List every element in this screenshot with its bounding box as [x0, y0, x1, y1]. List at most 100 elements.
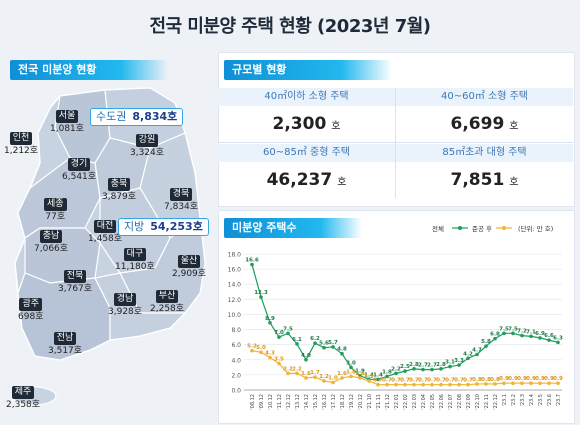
data-label-total: 2.2	[391, 366, 401, 372]
legend-dot-total	[458, 226, 462, 230]
data-label-total: 7.2	[517, 329, 527, 335]
data-label-total: 7.0	[274, 330, 284, 336]
data-label-total: 5.7	[328, 340, 338, 346]
data-label-total: 1.4	[373, 372, 383, 378]
data-label-total: 6.2	[310, 336, 320, 342]
region-gwangju: 광주 698호	[18, 298, 44, 322]
data-point-completed	[394, 382, 398, 387]
data-label-total: 7.1	[526, 329, 536, 335]
data-point-total	[340, 351, 344, 356]
legend-label-total: 전체	[432, 224, 444, 233]
data-label-total: 3.0	[346, 360, 356, 366]
data-point-completed	[484, 382, 488, 386]
data-point-completed	[331, 380, 335, 385]
data-label-completed: 1.2	[364, 374, 374, 380]
data-point-completed	[439, 382, 443, 387]
data-label-completed: 0.9	[544, 376, 554, 382]
x-tick-label: '15.12	[313, 394, 319, 410]
data-point-total	[493, 336, 497, 341]
data-label-total: 2.7	[427, 363, 437, 369]
data-point-total	[529, 334, 533, 339]
data-label-completed: 0.9	[535, 376, 545, 382]
data-label-completed: 0.9	[517, 376, 527, 382]
region-daegu: 대구 11,180호	[115, 248, 155, 272]
x-tick-label: '23.5	[538, 394, 544, 407]
data-label-completed: 0.8	[481, 377, 491, 383]
region-gyeongnam: 경남 3,928호	[108, 293, 143, 317]
x-tick-label: '20.12	[358, 394, 364, 410]
x-tick-label: '14.12	[304, 394, 310, 410]
data-point-completed	[295, 371, 299, 376]
data-point-total	[520, 333, 524, 338]
x-tick-label: '12.12	[286, 394, 292, 410]
data-point-total	[313, 341, 317, 345]
data-point-completed	[538, 381, 542, 385]
data-point-total	[250, 262, 254, 267]
x-tick-label: '23.6	[547, 394, 553, 407]
region-daejeon: 대전 1,458호	[88, 220, 123, 244]
data-point-completed	[520, 381, 524, 385]
data-label-completed: 0.7	[409, 378, 419, 384]
x-tick-label: '22.08	[457, 394, 463, 410]
x-tick-label: '21.10	[367, 394, 373, 410]
legend-dot-completed	[502, 226, 506, 230]
region-gyeongbuk: 경북 7,834호	[164, 188, 199, 212]
data-point-total	[286, 331, 290, 336]
region-ulsan: 울산 2,909호	[172, 255, 207, 279]
data-label-completed: 0.7	[445, 378, 455, 384]
x-tick-label: '22.03	[412, 394, 418, 410]
data-label-total: 12.3	[254, 290, 268, 296]
size-cell-medium: 60~85㎡ 중형 주택 46,237 호	[218, 144, 395, 198]
data-point-completed	[277, 361, 281, 366]
data-point-total	[385, 374, 389, 379]
data-label-total: 6.9	[535, 331, 545, 337]
data-label-total: 1.8	[382, 369, 392, 375]
data-point-completed	[529, 381, 533, 385]
data-point-completed	[448, 382, 452, 387]
data-label-completed: 0.7	[463, 378, 473, 384]
data-point-completed	[502, 381, 506, 385]
data-point-total	[376, 377, 380, 382]
data-point-total	[538, 336, 542, 340]
data-point-total	[457, 363, 461, 367]
data-point-completed	[403, 382, 407, 387]
data-label-completed: 5.2	[247, 344, 257, 350]
data-label-completed: 2.2	[283, 366, 293, 372]
data-point-completed	[304, 376, 308, 380]
x-tick-label: '09.12	[259, 394, 265, 410]
unsold-housing-line-chart: 0.0 2.0 4.0 6.0 8.0 10.0 12.0 14.0 16.0 18.0 '08.1…	[228, 224, 563, 410]
data-point-total	[556, 340, 560, 345]
x-tick-label: '13.12	[295, 394, 301, 410]
data-label-completed: 0.7	[436, 378, 446, 384]
data-point-total	[502, 331, 506, 336]
size-header: 규모별 현황	[224, 60, 392, 80]
data-label-total: 6.1	[292, 337, 302, 343]
data-label-total: 3.3	[454, 358, 464, 364]
data-label-total: 5.8	[481, 339, 491, 345]
region-jeonnam: 전남 3,517호	[48, 332, 83, 356]
data-label-completed: 1.0	[328, 375, 338, 381]
data-point-completed	[322, 379, 326, 383]
data-label-total: 7.5	[499, 326, 509, 332]
data-point-total	[430, 367, 434, 372]
data-label-completed: 1.6	[337, 371, 347, 377]
x-tick-label: '17.12	[331, 394, 337, 410]
region-chungbuk: 충북 3,879호	[102, 178, 137, 202]
data-point-total	[259, 295, 263, 299]
data-label-completed: 0.8	[472, 377, 482, 383]
data-point-total	[448, 364, 452, 369]
data-label-completed: 4.3	[265, 351, 275, 357]
data-label-total: 8.9	[265, 316, 275, 322]
region-busan: 부산 2,258호	[150, 290, 185, 314]
size-cell-large: 85㎡초과 대형 주택 7,851 호	[396, 144, 573, 198]
x-tick-label: '21.11	[376, 394, 382, 410]
data-point-total	[421, 367, 425, 372]
data-label-completed: 0.9	[526, 376, 536, 382]
local-area-callout: 지방 54,253호	[118, 218, 209, 236]
chart-header: 미분양 주택수	[224, 218, 362, 238]
y-tick-label: 0.0	[231, 388, 241, 395]
x-tick-label: '23.2	[511, 394, 517, 407]
x-tick-label: '23.1	[502, 394, 508, 407]
data-label-completed: 1.2	[319, 374, 329, 380]
data-label-total: 4.2	[463, 351, 473, 357]
